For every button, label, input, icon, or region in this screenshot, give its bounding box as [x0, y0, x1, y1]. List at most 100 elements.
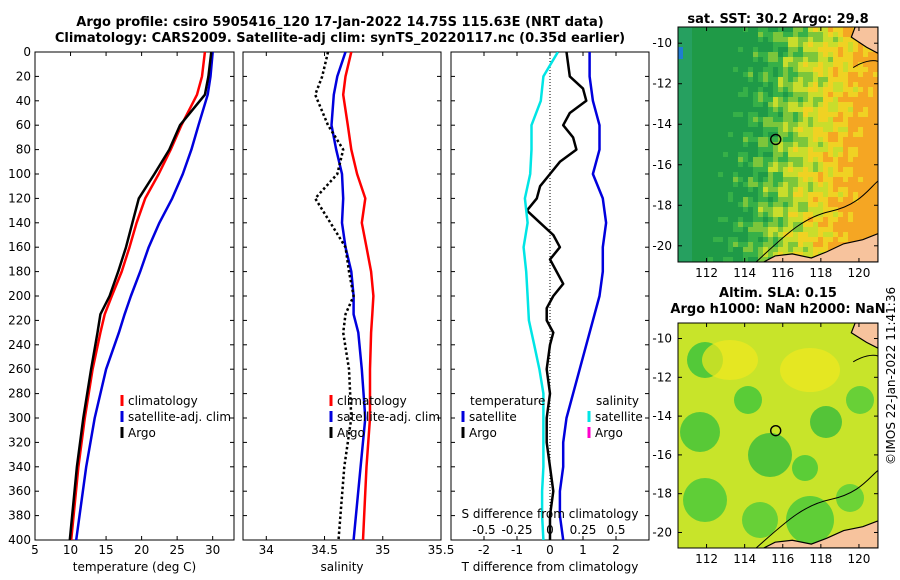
map-pixel	[783, 142, 788, 147]
map-pixel	[768, 192, 773, 197]
series-temperature-argo	[525, 52, 588, 540]
map-pixel	[743, 257, 748, 262]
map-pixel	[788, 192, 793, 197]
map-pixel	[818, 217, 823, 222]
map-pixel	[813, 247, 818, 252]
map-pixel	[818, 162, 823, 167]
map-pixel	[803, 82, 808, 87]
map-pixel	[868, 222, 873, 227]
map-pixel	[858, 72, 863, 77]
map-pixel	[843, 37, 848, 42]
map-pixel	[748, 157, 753, 162]
map-pixel	[783, 42, 788, 47]
bathymetry-contour	[852, 60, 878, 68]
map-pixel	[803, 197, 808, 202]
map-pixel	[848, 192, 853, 197]
legend-label: climatology	[337, 394, 407, 408]
map-pixel	[698, 157, 703, 162]
map-pixel	[698, 47, 703, 52]
map-pixel	[813, 227, 818, 232]
map-pixel	[833, 217, 838, 222]
map-pixel	[743, 47, 748, 52]
map-pixel	[763, 157, 768, 162]
map-pixel	[803, 147, 808, 152]
map-pixel	[718, 152, 723, 157]
map-pixel	[863, 152, 868, 157]
map-pixel	[698, 217, 703, 222]
map-pixel	[698, 107, 703, 112]
map-pixel	[863, 172, 868, 177]
map-pixel	[803, 137, 808, 142]
map-pixel	[798, 232, 803, 237]
temperature-profile-frame	[34, 51, 235, 541]
map-pixel	[733, 257, 738, 262]
map-pixel	[753, 122, 758, 127]
map-pixel	[743, 57, 748, 62]
map-pixel	[863, 62, 868, 67]
map-pixel	[793, 97, 798, 102]
map-pixel	[703, 82, 708, 87]
map-pixel	[738, 237, 743, 242]
map-pixel	[763, 227, 768, 232]
map-pixel	[738, 72, 743, 77]
map-pixel	[808, 132, 813, 137]
map-pixel	[838, 122, 843, 127]
map-pixel	[868, 122, 873, 127]
map-pixel	[743, 137, 748, 142]
map-pixel	[723, 127, 728, 132]
map-pixel	[798, 27, 803, 32]
map-pixel	[818, 132, 823, 137]
map-pixel	[698, 212, 703, 217]
map-pixel	[863, 142, 868, 147]
map-pixel	[793, 152, 798, 157]
map-pixel	[793, 92, 798, 97]
map-pixel	[858, 82, 863, 87]
map-pixel	[738, 47, 743, 52]
sla-anomaly-blob	[846, 386, 874, 414]
map-pixel	[873, 97, 878, 102]
map-pixel	[833, 112, 838, 117]
map-pixel	[868, 177, 873, 182]
map-pixel	[853, 67, 858, 72]
map-pixel	[853, 52, 858, 57]
map-pixel	[813, 212, 818, 217]
map-pixel	[843, 142, 848, 147]
map-pixel	[783, 232, 788, 237]
map-pixel	[863, 217, 868, 222]
map-pixel	[718, 72, 723, 77]
map-pixel	[743, 67, 748, 72]
map-pixel	[808, 242, 813, 247]
map-pixel	[758, 82, 763, 87]
map-pixel	[738, 42, 743, 47]
map-pixel	[808, 87, 813, 92]
series-argo	[68, 52, 213, 540]
map-pixel	[743, 177, 748, 182]
map-pixel	[843, 207, 848, 212]
map-pixel	[723, 242, 728, 247]
map-pixel	[828, 132, 833, 137]
map-pixel	[768, 117, 773, 122]
map-pixel	[728, 37, 733, 42]
map-pixel	[843, 197, 848, 202]
map-pixel	[798, 97, 803, 102]
map-pixel	[793, 197, 798, 202]
y-tick-label: 280	[8, 387, 31, 401]
map-pixel	[808, 92, 813, 97]
map-pixel	[828, 77, 833, 82]
map-pixel	[748, 257, 753, 262]
map-pixel	[728, 232, 733, 237]
map-pixel	[693, 227, 698, 232]
map-pixel	[863, 117, 868, 122]
map-pixel	[843, 177, 848, 182]
map-pixel	[733, 152, 738, 157]
map-pixel	[803, 162, 808, 167]
map-pixel	[798, 202, 803, 207]
map-pixel	[808, 252, 813, 257]
map-pixel	[783, 222, 788, 227]
map-pixel	[758, 227, 763, 232]
map-pixel	[778, 37, 783, 42]
map-pixel	[803, 142, 808, 147]
map-pixel	[743, 162, 748, 167]
map-pixel	[863, 92, 868, 97]
map-pixel	[863, 57, 868, 62]
